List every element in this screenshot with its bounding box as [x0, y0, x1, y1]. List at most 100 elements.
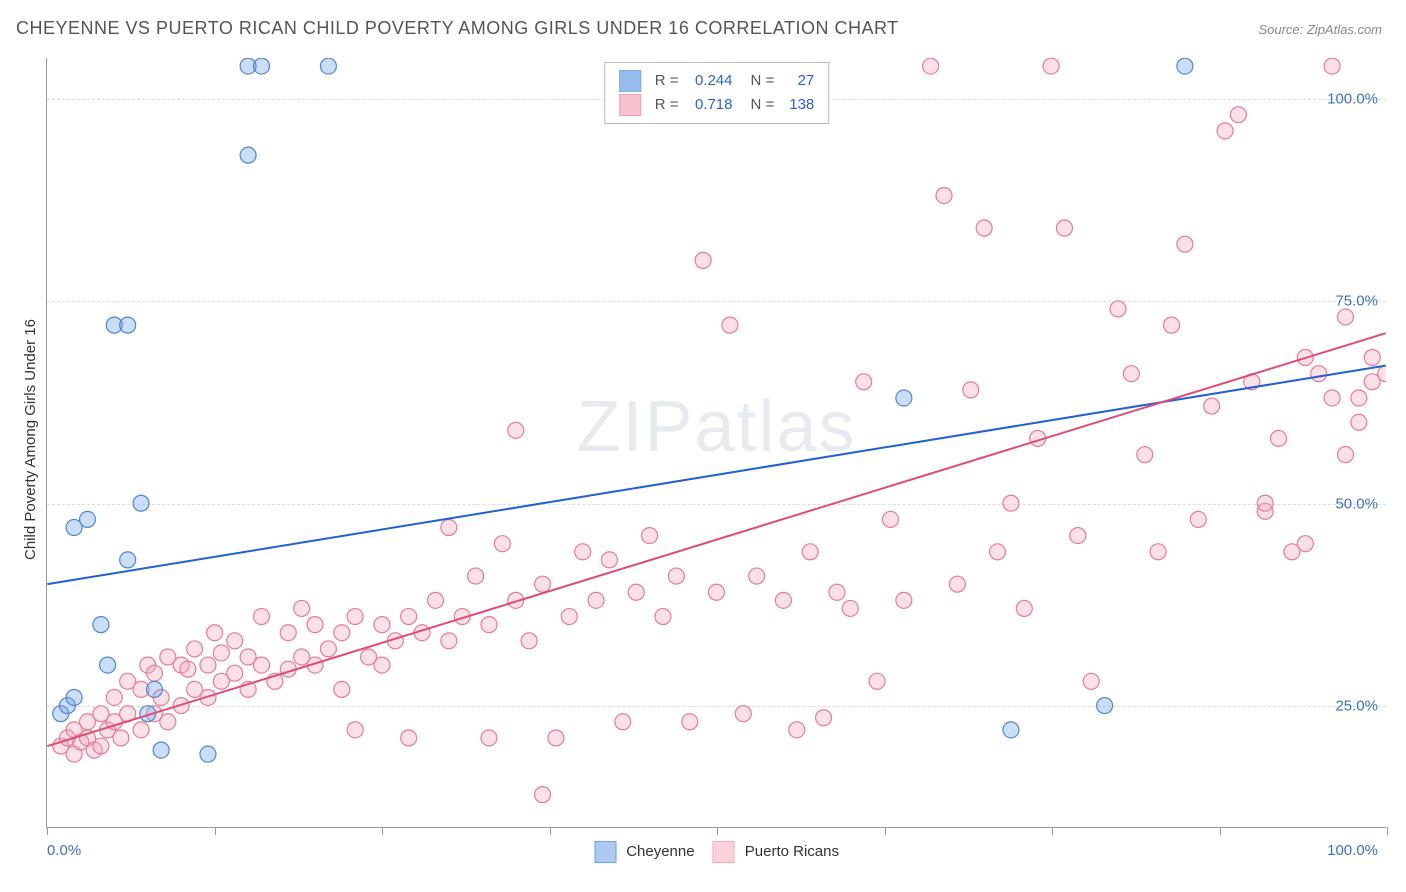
- r-label: R =: [655, 93, 679, 117]
- legend-swatch-puerto-ricans: [713, 841, 735, 863]
- scatter-point-cheyenne: [120, 317, 136, 333]
- x-tick: [47, 827, 48, 835]
- scatter-point-puerto_ricans: [695, 252, 711, 268]
- scatter-point-puerto_ricans: [1110, 301, 1126, 317]
- scatter-point-puerto_ricans: [682, 714, 698, 730]
- scatter-point-puerto_ricans: [441, 520, 457, 536]
- x-tick: [550, 827, 551, 835]
- scatter-point-puerto_ricans: [334, 625, 350, 641]
- scatter-point-puerto_ricans: [1003, 495, 1019, 511]
- scatter-point-puerto_ricans: [575, 544, 591, 560]
- scatter-point-puerto_ricans: [146, 665, 162, 681]
- scatter-point-cheyenne: [1177, 58, 1193, 74]
- r-value-cheyenne: 0.244: [685, 69, 733, 93]
- series-legend: Cheyenne Puerto Ricans: [594, 841, 839, 863]
- n-value-cheyenne: 27: [780, 69, 814, 93]
- scatter-point-puerto_ricans: [334, 681, 350, 697]
- scatter-point-puerto_ricans: [280, 625, 296, 641]
- scatter-point-puerto_ricans: [976, 220, 992, 236]
- scatter-point-puerto_ricans: [213, 645, 229, 661]
- scatter-point-puerto_ricans: [401, 609, 417, 625]
- legend-swatch-puerto-ricans: [619, 94, 641, 116]
- source-attribution: Source: ZipAtlas.com: [1258, 22, 1382, 37]
- scatter-point-puerto_ricans: [1190, 511, 1206, 527]
- correlation-legend-row-cheyenne: R = 0.244 N = 27: [619, 69, 815, 93]
- scatter-point-puerto_ricans: [1083, 673, 1099, 689]
- scatter-point-cheyenne: [254, 58, 270, 74]
- scatter-point-puerto_ricans: [508, 422, 524, 438]
- scatter-point-cheyenne: [240, 147, 256, 163]
- scatter-point-cheyenne: [80, 511, 96, 527]
- scatter-point-puerto_ricans: [923, 58, 939, 74]
- scatter-point-puerto_ricans: [1324, 58, 1340, 74]
- x-tick: [1052, 827, 1053, 835]
- scatter-point-puerto_ricans: [561, 609, 577, 625]
- scatter-point-puerto_ricans: [882, 511, 898, 527]
- legend-swatch-cheyenne: [594, 841, 616, 863]
- scatter-point-cheyenne: [1097, 698, 1113, 714]
- legend-swatch-cheyenne: [619, 70, 641, 92]
- scatter-point-puerto_ricans: [722, 317, 738, 333]
- scatter-point-cheyenne: [1003, 722, 1019, 738]
- scatter-point-puerto_ricans: [856, 374, 872, 390]
- y-axis-label: Child Poverty Among Girls Under 16: [22, 319, 39, 560]
- scatter-point-puerto_ricans: [254, 657, 270, 673]
- scatter-point-puerto_ricans: [588, 592, 604, 608]
- legend-label-puerto-ricans: Puerto Ricans: [745, 843, 839, 860]
- scatter-point-puerto_ricans: [1016, 600, 1032, 616]
- chart-title: CHEYENNE VS PUERTO RICAN CHILD POVERTY A…: [16, 18, 899, 39]
- n-label: N =: [751, 93, 775, 117]
- scatter-point-puerto_ricans: [802, 544, 818, 560]
- scatter-point-cheyenne: [200, 746, 216, 762]
- scatter-point-puerto_ricans: [1137, 447, 1153, 463]
- scatter-point-puerto_ricans: [642, 528, 658, 544]
- scatter-point-puerto_ricans: [1351, 390, 1367, 406]
- scatter-point-puerto_ricans: [1271, 430, 1287, 446]
- plot-area: R = 0.244 N = 27 R = 0.718 N = 138 ZIPat…: [46, 58, 1386, 828]
- scatter-point-cheyenne: [93, 617, 109, 633]
- scatter-point-puerto_ricans: [601, 552, 617, 568]
- correlation-legend-row-puerto-ricans: R = 0.718 N = 138: [619, 93, 815, 117]
- scatter-point-cheyenne: [320, 58, 336, 74]
- scatter-point-puerto_ricans: [180, 661, 196, 677]
- scatter-point-cheyenne: [120, 552, 136, 568]
- scatter-point-cheyenne: [153, 742, 169, 758]
- scatter-point-puerto_ricans: [615, 714, 631, 730]
- scatter-point-puerto_ricans: [374, 617, 390, 633]
- x-axis-max-label: 100.0%: [1327, 842, 1378, 859]
- scatter-point-cheyenne: [146, 681, 162, 697]
- scatter-point-puerto_ricans: [990, 544, 1006, 560]
- scatter-point-puerto_ricans: [1297, 536, 1313, 552]
- n-value-puerto-ricans: 138: [780, 93, 814, 117]
- n-label: N =: [751, 69, 775, 93]
- scatter-point-puerto_ricans: [1204, 398, 1220, 414]
- scatter-point-puerto_ricans: [842, 600, 858, 616]
- scatter-point-puerto_ricans: [829, 584, 845, 600]
- correlation-legend: R = 0.244 N = 27 R = 0.718 N = 138: [604, 62, 830, 124]
- scatter-point-puerto_ricans: [735, 706, 751, 722]
- scatter-point-puerto_ricans: [1257, 495, 1273, 511]
- scatter-point-puerto_ricans: [1070, 528, 1086, 544]
- legend-item-puerto-ricans: Puerto Ricans: [713, 841, 839, 863]
- scatter-point-puerto_ricans: [1177, 236, 1193, 252]
- scatter-point-puerto_ricans: [789, 722, 805, 738]
- scatter-point-puerto_ricans: [869, 673, 885, 689]
- scatter-point-cheyenne: [133, 495, 149, 511]
- scatter-point-puerto_ricans: [347, 722, 363, 738]
- chart-container: CHEYENNE VS PUERTO RICAN CHILD POVERTY A…: [0, 0, 1406, 892]
- scatter-point-puerto_ricans: [1150, 544, 1166, 560]
- scatter-point-puerto_ricans: [668, 568, 684, 584]
- x-axis-min-label: 0.0%: [47, 842, 81, 859]
- trendline-cheyenne: [47, 366, 1385, 585]
- scatter-plot-svg: [47, 58, 1386, 827]
- scatter-point-puerto_ricans: [896, 592, 912, 608]
- scatter-point-puerto_ricans: [1337, 309, 1353, 325]
- scatter-point-puerto_ricans: [1043, 58, 1059, 74]
- scatter-point-puerto_ricans: [521, 633, 537, 649]
- scatter-point-puerto_ricans: [1364, 350, 1380, 366]
- scatter-point-puerto_ricans: [1324, 390, 1340, 406]
- scatter-point-puerto_ricans: [374, 657, 390, 673]
- x-tick: [885, 827, 886, 835]
- scatter-point-puerto_ricans: [1311, 366, 1327, 382]
- scatter-point-puerto_ricans: [187, 641, 203, 657]
